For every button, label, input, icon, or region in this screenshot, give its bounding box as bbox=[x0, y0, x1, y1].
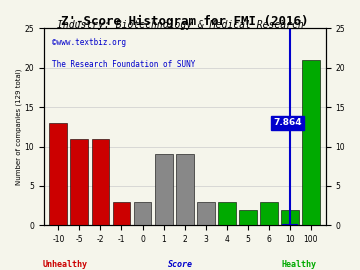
Bar bbox=[281, 210, 299, 225]
Text: Score: Score bbox=[167, 260, 193, 269]
Bar bbox=[260, 202, 278, 225]
Bar bbox=[71, 139, 88, 225]
Text: Healthy: Healthy bbox=[281, 260, 316, 269]
Text: 7.864: 7.864 bbox=[274, 118, 302, 127]
Bar bbox=[239, 210, 257, 225]
Y-axis label: Number of companies (129 total): Number of companies (129 total) bbox=[15, 69, 22, 185]
Text: Unhealthy: Unhealthy bbox=[42, 260, 87, 269]
Text: Industry: Biotechnology & Medical Research: Industry: Biotechnology & Medical Resear… bbox=[57, 20, 303, 30]
Bar bbox=[49, 123, 67, 225]
Bar bbox=[197, 202, 215, 225]
Bar bbox=[91, 139, 109, 225]
Bar bbox=[218, 202, 236, 225]
Bar bbox=[134, 202, 152, 225]
Text: The Research Foundation of SUNY: The Research Foundation of SUNY bbox=[52, 60, 195, 69]
Bar bbox=[302, 60, 320, 225]
Bar bbox=[113, 202, 130, 225]
Bar bbox=[155, 154, 172, 225]
Text: ©www.textbiz.org: ©www.textbiz.org bbox=[52, 38, 126, 47]
Bar bbox=[176, 154, 194, 225]
Title: Z'-Score Histogram for FMI (2016): Z'-Score Histogram for FMI (2016) bbox=[61, 15, 309, 28]
